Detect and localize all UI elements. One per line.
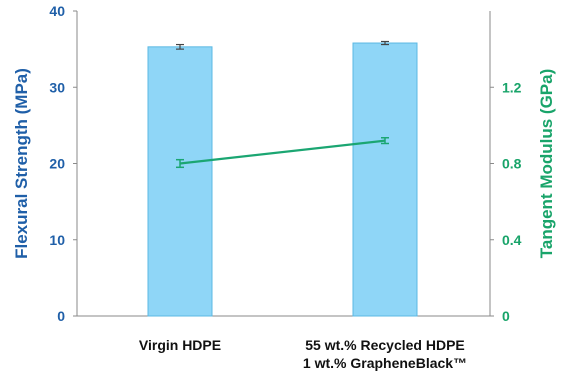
category-label: 55 wt.% Recycled HDPE [305, 337, 465, 353]
right-tick-label: 0.8 [502, 156, 522, 172]
left-tick-label: 40 [49, 3, 65, 19]
bars [147, 40, 418, 317]
bar [352, 42, 418, 317]
left-axis-title: Flexural Strength (MPa) [12, 68, 31, 259]
left-tick-label: 20 [49, 156, 65, 172]
bar [147, 46, 213, 317]
left-tick-label: 10 [49, 232, 65, 248]
left-tick-label: 0 [57, 308, 65, 324]
modulus-series [176, 137, 389, 169]
right-tick-label: 0 [502, 308, 510, 324]
axes [73, 10, 494, 317]
right-tick-label: 0.4 [502, 232, 522, 248]
tick-labels: 0 10 20 30 40 0 0.4 0.8 1.2 [49, 3, 521, 324]
category-labels: Virgin HDPE 55 wt.% Recycled HDPE 1 wt.% G… [139, 337, 467, 371]
right-tick-label: 1.2 [502, 79, 522, 95]
category-label: Virgin HDPE [139, 337, 221, 353]
modulus-line [179, 139, 386, 165]
category-label: 1 wt.% GrapheneBlack™ [303, 355, 467, 371]
right-axis-title: Tangent Modulus (GPa) [537, 69, 556, 259]
left-tick-label: 30 [49, 79, 65, 95]
